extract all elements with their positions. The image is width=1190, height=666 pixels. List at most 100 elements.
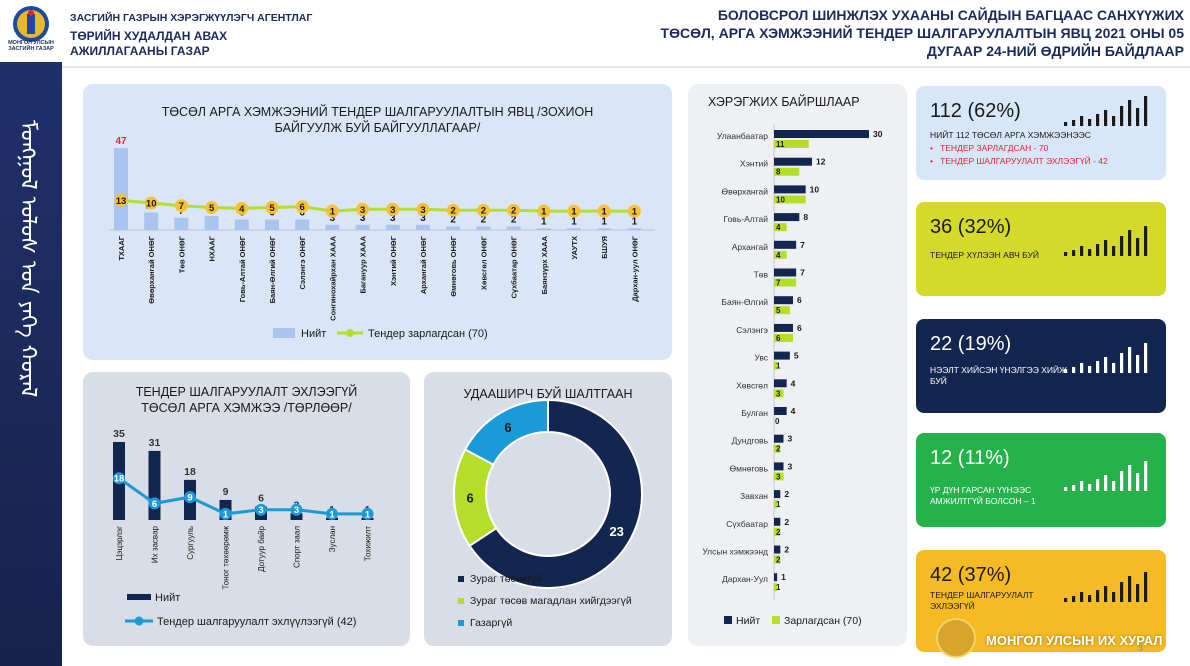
category-tick-label: Дотуур байр	[257, 525, 266, 571]
icon-bar	[1072, 485, 1076, 491]
org-line-1: ЗАСГИЙН ГАЗРЫН ХЭРЭГЖҮҮЛЭГЧ АГЕНТЛАГ	[70, 12, 313, 24]
kpi-card-not-started: 42 (37%) ТЕНДЕР ШАЛГАРУУЛАЛТ ЭХЛЭЭГҮЙ	[916, 550, 1166, 652]
bar-total-label: 2	[784, 545, 789, 555]
bar-total	[774, 573, 778, 582]
category-tick-label: Говь-Алтай	[724, 214, 769, 224]
icon-bar	[1128, 465, 1132, 491]
icon-bar	[1080, 116, 1084, 126]
logo-caption-2: ЗАСГИЙН ГАЗАР	[8, 46, 54, 52]
point-announced-label: 6	[300, 202, 305, 213]
line-announced	[120, 198, 635, 213]
category-tick-label: Баянзүрх ХААА	[540, 235, 549, 294]
point-announced-label: 3	[420, 205, 425, 216]
bar-total-label: 9	[223, 486, 229, 498]
kpi-label: ТЕНДЕР ХҮЛЭЭН АВЧ БУЙ	[930, 250, 1040, 260]
page-title-line-3: ДУГААР 24-НИЙ ӨДРИЙН БАЙДЛААР	[926, 43, 1184, 59]
bar-chart-icon	[1064, 572, 1148, 602]
kpi-value: 112 (62%)	[930, 100, 1021, 122]
point-not-started-label: 1	[223, 509, 229, 520]
category-tick-label: Баян-Өлгий	[721, 297, 768, 307]
bar-total-label: 6	[797, 295, 802, 305]
bar-total-label: 7	[800, 268, 805, 278]
point-announced-label: 1	[571, 207, 577, 218]
bar-announced	[774, 583, 778, 592]
point-announced	[386, 202, 400, 216]
bar-announced-label: 3	[776, 472, 781, 481]
bar-total-label: 3	[788, 461, 793, 471]
icon-bar	[1112, 481, 1116, 491]
point-announced-label: 3	[360, 205, 365, 216]
icon-bar	[1144, 226, 1148, 256]
icon-bar	[1096, 244, 1100, 256]
icon-bar	[1104, 475, 1108, 491]
donut-slice-label: 6	[466, 490, 473, 505]
legend-label-total: Нийт	[155, 592, 180, 604]
icon-bar	[1088, 119, 1092, 126]
bar-total	[536, 228, 551, 230]
category-tick-label: Увс	[754, 353, 768, 363]
point-announced-label: 1	[602, 207, 608, 218]
chart-title-locations: ХЭРЭГЖИХ БАЙРШЛААР	[708, 95, 860, 109]
bar-total-label: 1	[781, 572, 786, 582]
chart-panel-locations: ХЭРЭГЖИХ БАЙРШЛААР Улаанбаатар 30 11 Хэнтий…	[688, 84, 907, 646]
bar-announced-label: 4	[776, 223, 781, 232]
kpi-card-results: 12 (11%) ҮР ДҮН ГАРСАН ҮҮНЭЭС АМЖИЛТГҮЙ …	[916, 433, 1166, 527]
icon-bar	[1096, 361, 1100, 373]
legend-swatch-announced	[772, 616, 780, 624]
icon-bar	[1104, 240, 1108, 256]
category-tick-label: Сэлэнгэ ОНӨГ	[298, 235, 307, 289]
category-tick-label: Улсын хэмжээнд	[702, 547, 768, 557]
point-not-started-label: 1	[365, 509, 371, 520]
point-announced-label: 10	[146, 199, 157, 210]
bar-total-label: 1	[632, 216, 638, 227]
bar-announced	[774, 389, 784, 398]
bar-announced	[774, 444, 781, 453]
point-announced	[507, 203, 521, 217]
bar-total-label: 2	[784, 489, 789, 499]
kpi-card-evaluating: 22 (19%) НЭЭЛТ ХИЙСЭН ҮНЭЛГЭЭ ХИЙЖ БУЙ	[916, 319, 1166, 413]
page-title-line-2: ТӨСӨЛ, АРГА ХЭМЖЭЭНИЙ ТЕНДЕР ШАЛГАРУУЛАЛ…	[660, 25, 1184, 41]
bar-total	[234, 219, 249, 230]
bar-total-label: 4	[791, 406, 796, 416]
category-tick-label: Архангай ОНӨГ	[419, 235, 428, 294]
point-announced-label: 7	[179, 201, 184, 212]
chart-panel-types: ТЕНДЕР ШАЛГАРУУЛАЛТ ЭХЛЭЭГҮЙ ТӨСӨЛ АРГА …	[83, 372, 410, 646]
organization-header: ЗАСГИЙН ГАЗРЫН ХЭРЭГЖҮҮЛЭГЧ АГЕНТЛАГ ТӨР…	[70, 12, 312, 59]
bar-announced	[774, 527, 781, 536]
category-tick-label: Булган	[741, 408, 768, 418]
bar-total-label: 30	[873, 129, 883, 139]
point-announced	[416, 202, 430, 216]
kpi-value: 12 (11%)	[930, 447, 1010, 469]
bar-total-label: 6	[797, 323, 802, 333]
category-tick-label: Завхан	[740, 491, 768, 501]
bar-chart-icon	[1064, 96, 1148, 126]
category-tick-label: Өмнөговь	[730, 463, 769, 473]
point-not-started	[290, 503, 303, 516]
bar-announced	[774, 223, 787, 232]
point-announced	[295, 200, 309, 214]
legend-swatch	[458, 620, 464, 626]
category-tick-label: Тоног төхөөрөмж	[222, 525, 231, 589]
bar-announced-label: 11	[776, 140, 785, 149]
chart-title-line-1: ТӨСӨЛ АРГА ХЭМЖЭЭНИЙ ТЕНДЕР ШАЛГАРУУЛАЛТ…	[161, 105, 594, 119]
bar-announced-label: 6	[776, 334, 781, 343]
bar-total-label: 3	[420, 213, 426, 224]
bar-total-label: 2	[481, 215, 487, 226]
chart-title-line-2: ТӨСӨЛ АРГА ХЭМЖЭЭ /ТӨРЛӨӨР/	[141, 401, 352, 415]
point-not-started	[219, 507, 232, 520]
bar-total-label: 35	[113, 428, 125, 440]
emblem-icon	[13, 6, 49, 42]
mongolian-script-text: ᠮᠣᠩᠭᠣᠯ ᠤᠯᠤᠰ ᠤᠨ ᠶᠡᠬᠡ ᠬᠤᠷᠠᠯ	[15, 120, 40, 398]
icon-bar	[1128, 100, 1132, 126]
kpi-label: ТЕНДЕР ШАЛГАРУУЛАЛТ ЭХЛЭЭГҮЙ	[930, 590, 1034, 611]
icon-bar	[1112, 363, 1116, 373]
bar-total	[774, 407, 787, 415]
legend-swatch-total	[127, 594, 151, 600]
point-announced-label: 1	[330, 207, 336, 218]
icon-bar	[1112, 592, 1116, 602]
bar-total	[627, 228, 642, 230]
point-announced	[235, 201, 249, 215]
bar-total	[774, 323, 793, 332]
chart-title-types: ТЕНДЕР ШАЛГАРУУЛАЛТ ЭХЛЭЭГҮЙ ТӨСӨЛ АРГА …	[83, 384, 410, 416]
point-announced	[114, 193, 128, 207]
